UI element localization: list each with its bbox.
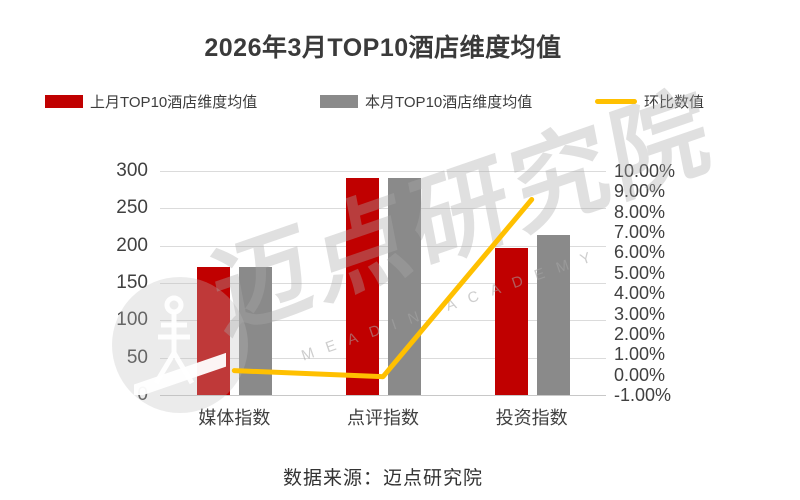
gridline [160,171,606,172]
legend-item-last-month: 上月TOP10酒店维度均值 [45,92,258,111]
bar-this-month [536,235,570,395]
x-axis-line [160,395,606,396]
y-axis-left-tick: 150 [116,272,148,293]
this-month-swatch-icon [320,94,358,108]
y-axis-right-tick: 0.00% [614,364,666,385]
gridline [160,320,606,322]
y-axis-right-tick: -1.00% [614,385,672,405]
y-axis-right-tick: 9.00% [614,181,666,202]
legend-label-ratio: 环比数值 [644,93,705,111]
y-axis-right-tick: 4.00% [614,283,666,304]
y-axis-right-tick: 2.00% [614,323,666,344]
x-axis-category-label: 投资指数 [495,408,568,428]
y-axis-right-tick: 6.00% [614,242,666,263]
x-axis-category-label: 媒体指数 [198,408,271,428]
ratio-line [231,197,535,380]
legend-label-this-month: 本月TOP10酒店维度均值 [365,93,533,111]
y-axis-left-tick: 100 [116,309,148,331]
y-axis-right-tick: 5.00% [614,262,666,283]
gridline [160,208,606,210]
legend-item-this-month: 本月TOP10酒店维度均值 [320,92,533,111]
plot-area [160,171,606,396]
y-axis-left-tick: 250 [116,197,148,219]
last-month-swatch-icon [45,94,83,108]
y-axis-right-tick: 10.00% [614,161,676,181]
y-axis-right-tick: 3.00% [614,303,666,324]
y-axis-right-tick: 7.00% [614,222,666,243]
y-axis-right-tick: 8.00% [614,201,666,222]
gridline [160,283,606,284]
y-axis-left-tick: 50 [126,346,148,368]
y-axis-right-tick: 1.00% [614,344,666,365]
bar-last-month [494,247,528,395]
x-axis-category-label: 点评指数 [347,408,419,428]
gridline [160,357,606,359]
bar-this-month [388,177,421,395]
bar-last-month [346,177,379,395]
legend-item-ratio: 环比数值 [595,92,705,111]
data-source-caption: 数据来源：迈点研究院 [282,468,483,489]
legend-label-last-month: 上月TOP10酒店维度均值 [90,93,258,111]
ratio-line-swatch-icon [595,98,637,104]
chart-title: 2026年3月TOP10酒店维度均值 [204,34,562,62]
gridline [160,245,606,247]
y-axis-left-tick: 200 [116,234,148,256]
y-axis-left-tick: 300 [116,160,148,181]
y-axis-left-tick: 0 [137,384,148,405]
